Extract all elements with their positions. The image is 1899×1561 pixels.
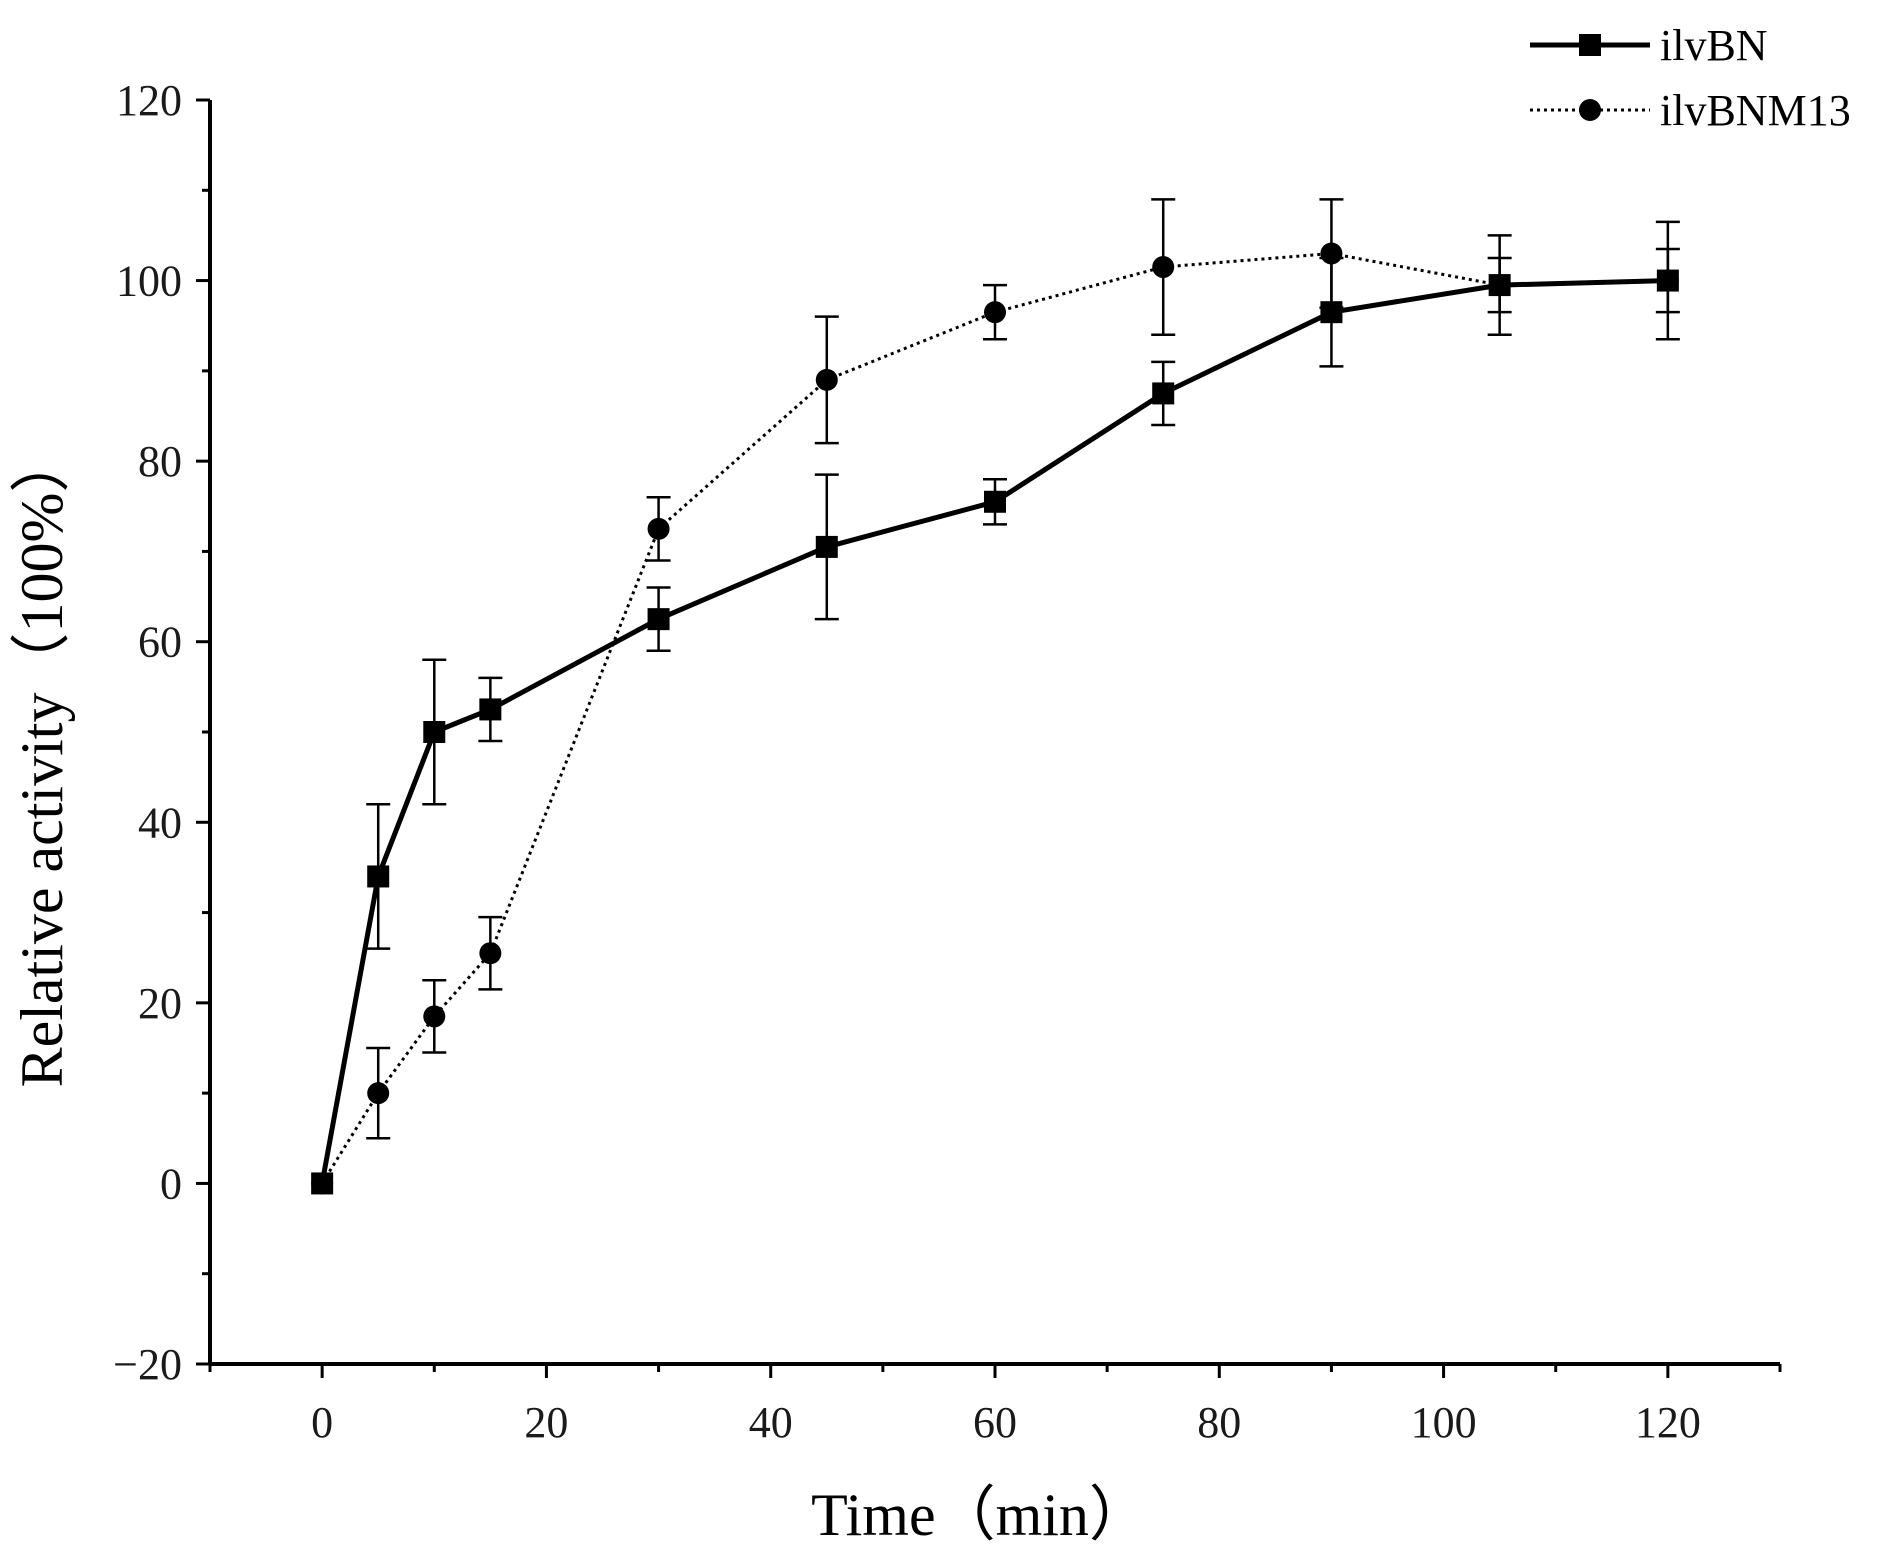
x-tick-label: 20	[524, 1398, 568, 1447]
data-point-ilvBNM13	[479, 942, 502, 965]
data-point-ilvBNM13	[311, 1172, 334, 1195]
y-tick-label: 40	[138, 798, 182, 847]
data-point-ilvBN	[367, 865, 390, 888]
data-point-ilvBN	[479, 698, 502, 721]
y-tick-label: 120	[116, 76, 182, 125]
x-tick-label: 80	[1197, 1398, 1241, 1447]
data-point-ilvBNM13	[1320, 242, 1343, 265]
legend-label-ilvBNM13: ilvBNM13	[1660, 86, 1851, 135]
x-tick-label: 60	[973, 1398, 1017, 1447]
series-line-ilvBNM13	[320, 252, 1668, 1185]
markers-group	[311, 242, 1679, 1195]
data-point-ilvBNM13	[1488, 274, 1511, 297]
data-point-ilvBNM13	[1656, 269, 1679, 292]
y-tick-label: 100	[116, 257, 182, 306]
y-tick-label: −20	[113, 1340, 182, 1389]
y-tick-label: 80	[138, 437, 182, 486]
series-lines-group	[319, 252, 1668, 1185]
data-point-ilvBN	[1152, 382, 1175, 405]
x-axis-title: Time（min）	[811, 1482, 1149, 1548]
data-point-ilvBN	[984, 490, 1006, 513]
data-point-ilvBNM13	[815, 368, 838, 391]
x-tick-label: 0	[311, 1398, 333, 1447]
data-point-ilvBN	[815, 535, 838, 558]
x-tick-label: 40	[749, 1398, 793, 1447]
axes-group: −20 0 20 40 60 80 100 120 0 20 40 60 80 100 120	[113, 76, 1782, 1447]
legend-marker-ilvBN	[1579, 34, 1601, 56]
legend-label-ilvBN: ilvBN	[1660, 21, 1768, 70]
data-point-ilvBN	[423, 721, 446, 743]
data-point-ilvBNM13	[1152, 256, 1175, 279]
data-point-ilvBNM13	[423, 1005, 446, 1028]
y-tick-label: 60	[138, 618, 182, 667]
legend-marker-ilvBNM13	[1579, 99, 1601, 121]
y-tick-label: 20	[138, 979, 182, 1028]
data-point-ilvBN	[1320, 301, 1343, 324]
y-axis-title: Relative activity（100%）	[9, 433, 75, 1088]
data-point-ilvBN	[647, 608, 670, 631]
y-tick-label: 0	[160, 1159, 182, 1208]
data-point-ilvBNM13	[984, 301, 1006, 324]
series-line-ilvBN	[319, 278, 1668, 1184]
legend: ilvBN ilvBNM13	[1530, 21, 1851, 135]
data-point-ilvBNM13	[367, 1082, 390, 1105]
x-tick-label: 100	[1411, 1398, 1477, 1447]
data-point-ilvBNM13	[647, 517, 670, 540]
x-tick-label: 120	[1635, 1398, 1701, 1447]
